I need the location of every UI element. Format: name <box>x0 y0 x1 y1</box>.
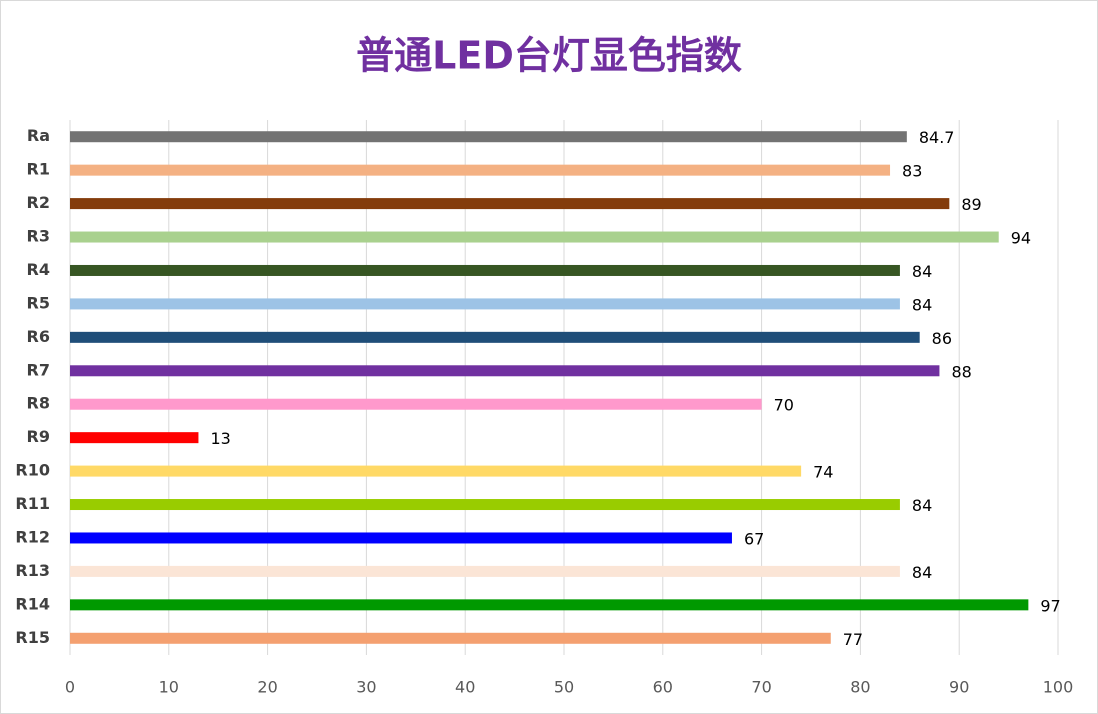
bar <box>70 365 940 377</box>
bar <box>70 198 950 210</box>
x-tick-label: 40 <box>455 678 475 697</box>
y-tick-label: R5 <box>27 293 50 312</box>
bar <box>70 432 199 444</box>
y-tick-label: R8 <box>27 394 50 413</box>
x-tick-label: 20 <box>257 678 277 697</box>
value-label: 89 <box>961 195 981 214</box>
y-tick-label: R11 <box>15 494 50 513</box>
chart-title: 普通LED台灯显色指数 <box>356 34 742 78</box>
value-label: 70 <box>774 396 794 415</box>
y-tick-label: R15 <box>15 628 50 647</box>
bar <box>70 298 900 310</box>
bar <box>70 565 900 577</box>
value-label: 74 <box>813 463 833 482</box>
value-label: 84 <box>912 262 932 281</box>
x-tick-label: 90 <box>949 678 969 697</box>
y-tick-label: Ra <box>27 126 50 145</box>
value-label: 77 <box>843 630 863 649</box>
y-tick-label: R14 <box>15 594 50 613</box>
value-label: 84 <box>912 496 932 515</box>
x-tick-label: 80 <box>850 678 870 697</box>
x-tick-label: 0 <box>65 678 75 697</box>
value-label: 84 <box>912 295 932 314</box>
y-tick-label: R9 <box>27 427 50 446</box>
y-tick-label: R6 <box>27 327 50 346</box>
value-label: 86 <box>932 329 952 348</box>
value-label: 84 <box>912 563 932 582</box>
x-tick-label: 60 <box>653 678 673 697</box>
bar <box>70 465 802 477</box>
y-tick-label: R12 <box>15 527 50 546</box>
bar <box>70 532 732 544</box>
bar <box>70 499 900 511</box>
y-tick-label: R2 <box>27 193 50 212</box>
y-tick-label: R7 <box>27 360 50 379</box>
x-tick-label: 50 <box>554 678 574 697</box>
bar <box>70 164 891 176</box>
x-tick-label: 30 <box>356 678 376 697</box>
y-tick-label: R4 <box>27 260 50 279</box>
x-tick-label: 70 <box>751 678 771 697</box>
y-tick-label: R1 <box>27 160 50 179</box>
bar <box>70 599 1029 611</box>
bar <box>70 398 762 410</box>
y-tick-label: R10 <box>15 461 50 480</box>
x-tick-label: 10 <box>159 678 179 697</box>
bar <box>70 264 900 276</box>
y-tick-label: R3 <box>27 227 50 246</box>
value-label: 94 <box>1011 229 1031 248</box>
value-label: 88 <box>951 362 971 381</box>
bar <box>70 331 920 343</box>
value-label: 13 <box>210 429 230 448</box>
bar <box>70 632 831 644</box>
bar <box>70 231 999 243</box>
value-label: 84.7 <box>919 128 955 147</box>
value-label: 97 <box>1040 596 1060 615</box>
y-tick-label: R13 <box>15 561 50 580</box>
bar <box>70 131 907 143</box>
x-tick-label: 100 <box>1043 678 1074 697</box>
value-label: 83 <box>902 162 922 181</box>
value-label: 67 <box>744 529 764 548</box>
